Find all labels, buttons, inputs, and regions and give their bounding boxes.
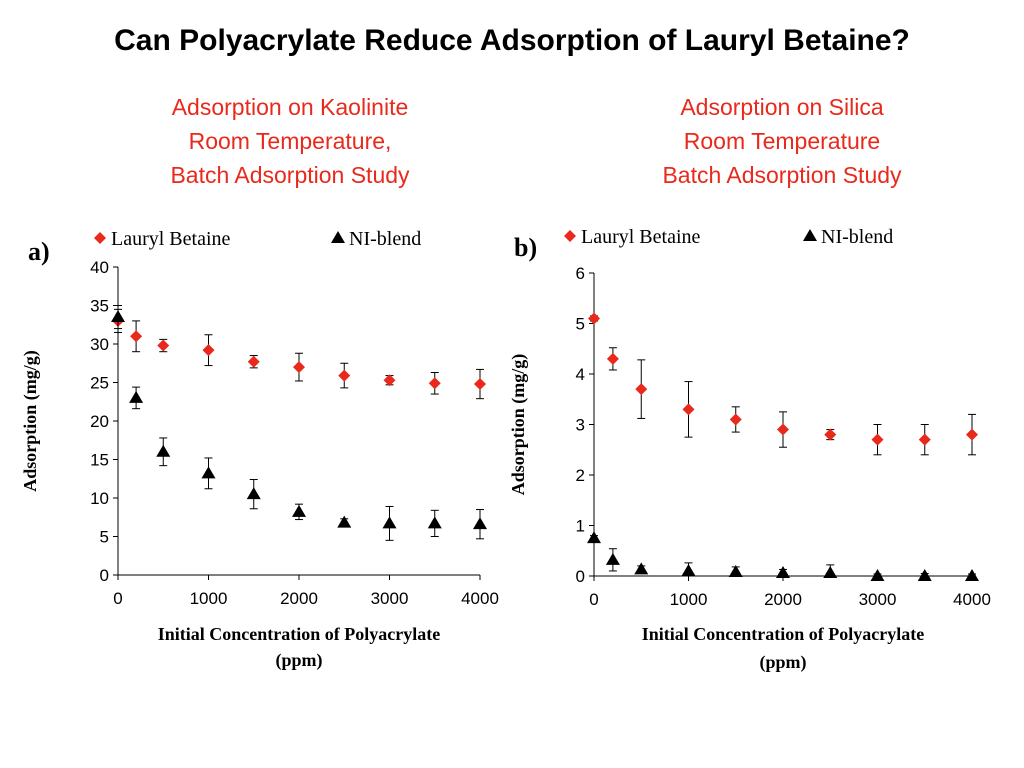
kaolinite-caption-line: Room Temperature,: [188, 128, 392, 154]
data-point-ni-blend: [292, 504, 306, 517]
y-tick-label: 20: [90, 412, 109, 431]
x-tick-label: 4000: [461, 589, 499, 608]
y-tick-label: 40: [90, 258, 109, 277]
data-point-lauryl-betaine: [871, 433, 884, 446]
silica-caption-line: Batch Adsorption Study: [662, 162, 902, 188]
kaolinite-caption: Adsorption on Kaolinite Room Temperature…: [120, 90, 460, 192]
data-point-lauryl-betaine: [729, 413, 742, 426]
data-point-ni-blend: [337, 515, 352, 528]
x-tick-label: 1000: [190, 589, 228, 608]
data-point-ni-blend: [776, 565, 790, 578]
data-point-ni-blend: [111, 310, 125, 323]
data-point-ni-blend: [246, 487, 261, 500]
data-point-lauryl-betaine: [635, 383, 648, 396]
legend-marker-triangle: [331, 231, 345, 243]
data-point-ni-blend: [634, 562, 649, 575]
chart-silica: b) Lauryl Betaine NI-blend 0 1 2 3 4 5 6 0 1000 2000…: [510, 226, 991, 673]
x-tick-label: 0: [589, 590, 598, 609]
data-point-lauryl-betaine: [202, 344, 215, 357]
data-point-lauryl-betaine: [588, 312, 600, 325]
panel-label: a): [28, 237, 50, 266]
legend-label: Lauryl Betaine: [581, 226, 701, 248]
data-point-lauryl-betaine: [824, 428, 837, 441]
y-tick-label: 5: [576, 315, 585, 334]
data-point-lauryl-betaine: [966, 428, 978, 441]
y-tick-label: 0: [100, 566, 109, 585]
y-tick-label: 25: [90, 374, 109, 393]
data-point-ni-blend: [201, 466, 216, 479]
page-title: Can Polyacrylate Reduce Adsorption of La…: [114, 24, 910, 57]
x-axis-label: Initial Concentration of Polyacrylate: [158, 624, 440, 644]
y-axis-label: Adsorption (mg/g): [20, 350, 41, 492]
data-point-ni-blend: [681, 563, 696, 576]
data-point-lauryl-betaine: [682, 403, 695, 416]
x-axis-label-unit: (ppm): [759, 652, 806, 673]
data-point-ni-blend: [965, 569, 979, 581]
data-point-lauryl-betaine: [157, 339, 170, 352]
kaolinite-caption-line: Batch Adsorption Study: [170, 162, 410, 188]
y-tick-label: 1: [576, 517, 585, 536]
y-tick-label: 35: [90, 297, 109, 316]
data-point-lauryl-betaine: [606, 352, 619, 365]
data-point-ni-blend: [156, 444, 171, 457]
data-point-ni-blend: [728, 564, 743, 577]
x-tick-label: 2000: [764, 590, 802, 609]
legend-marker-triangle: [803, 229, 817, 241]
data-point-ni-blend: [587, 531, 601, 544]
legend-label: NI-blend: [349, 228, 421, 250]
y-tick-label: 30: [90, 335, 109, 354]
data-point-ni-blend: [870, 569, 885, 581]
data-point-ni-blend: [823, 565, 838, 578]
x-tick-label: 4000: [953, 590, 991, 609]
data-point-ni-blend: [473, 517, 487, 530]
y-axis-label: Adsorption (mg/g): [510, 354, 529, 496]
legend-label: Lauryl Betaine: [111, 228, 231, 250]
data-point-lauryl-betaine: [428, 377, 441, 390]
y-tick-label: 10: [90, 489, 109, 508]
data-point-lauryl-betaine: [383, 374, 396, 387]
y-tick-label: 6: [576, 264, 585, 283]
data-point-lauryl-betaine: [247, 355, 260, 368]
data-point-ni-blend: [129, 390, 144, 403]
x-tick-label: 3000: [371, 589, 409, 608]
data-point-ni-blend: [427, 516, 442, 529]
silica-caption-line: Room Temperature: [683, 128, 881, 154]
x-tick-label: 1000: [670, 590, 708, 609]
legend-label: NI-blend: [821, 226, 893, 248]
x-tick-label: 3000: [859, 590, 897, 609]
silica-caption: Adsorption on Silica Room Temperature Ba…: [612, 90, 952, 192]
data-point-lauryl-betaine: [474, 378, 486, 391]
x-axis-label-unit: (ppm): [275, 650, 322, 671]
y-tick-label: 2: [576, 466, 585, 485]
data-point-ni-blend: [605, 552, 620, 565]
data-point-lauryl-betaine: [918, 433, 931, 446]
x-tick-label: 2000: [280, 589, 318, 608]
x-tick-label: 0: [113, 589, 122, 608]
panel-label: b): [514, 233, 537, 262]
y-tick-label: 4: [576, 365, 585, 384]
legend-marker-diamond: [564, 230, 576, 242]
legend-marker-diamond: [94, 232, 106, 244]
chart-kaolinite: a) Lauryl Betaine NI-blend 0 5 10 15 20 25 30 35 40…: [20, 228, 499, 671]
kaolinite-caption-line: Adsorption on Kaolinite: [171, 94, 409, 120]
data-point-ni-blend: [382, 516, 397, 529]
y-tick-label: 0: [576, 567, 585, 586]
data-point-lauryl-betaine: [338, 369, 351, 382]
data-point-lauryl-betaine: [777, 423, 789, 436]
y-tick-label: 3: [576, 416, 585, 435]
y-tick-label: 15: [90, 451, 109, 470]
data-point-lauryl-betaine: [130, 330, 143, 343]
x-axis-label: Initial Concentration of Polyacrylate: [642, 624, 924, 644]
data-point-ni-blend: [917, 569, 932, 581]
y-tick-label: 5: [100, 528, 109, 547]
silica-caption-line: Adsorption on Silica: [680, 94, 884, 120]
data-point-lauryl-betaine: [293, 361, 305, 374]
